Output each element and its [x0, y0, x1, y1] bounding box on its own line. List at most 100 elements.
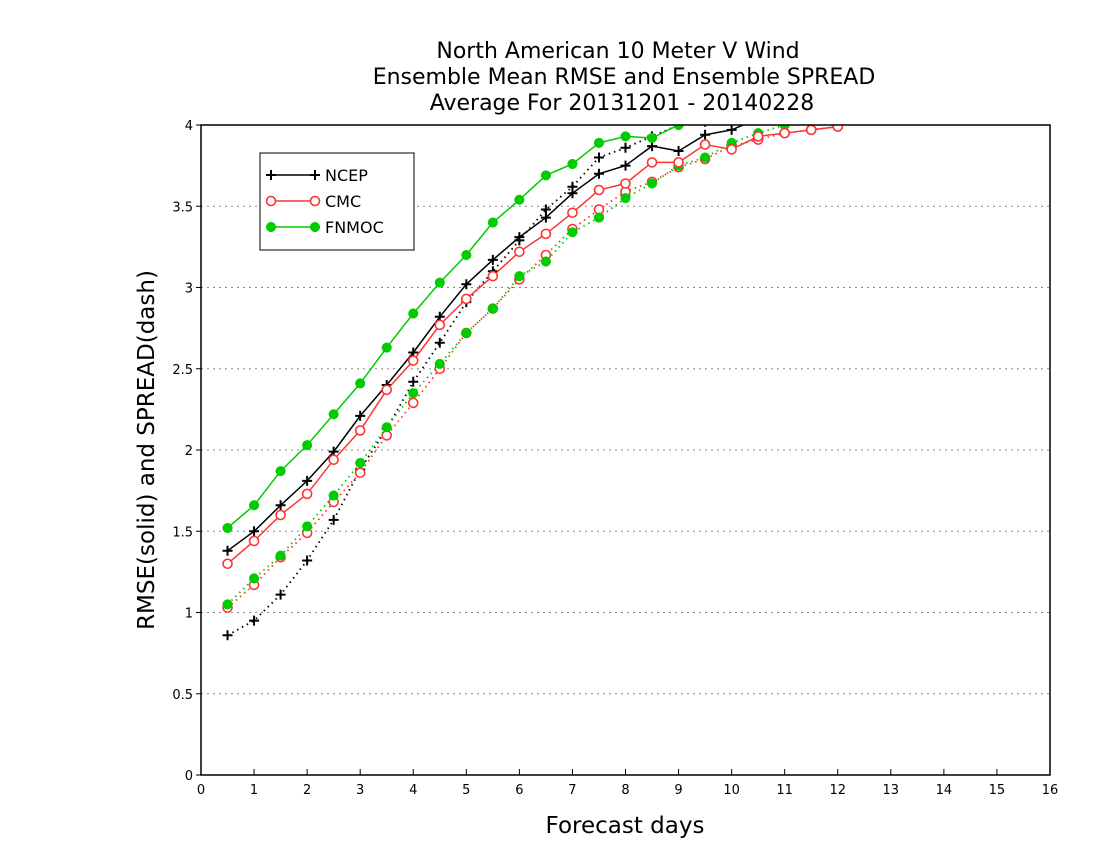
ncep-spread-point [833, 97, 843, 107]
chart-title: North American 10 Meter V Wind Ensemble … [373, 39, 876, 116]
fnmoc-spread-point [487, 303, 498, 314]
ncep-rmse-point [567, 188, 578, 199]
fnmoc-rmse-point [249, 500, 260, 511]
fnmoc-spread-point [646, 178, 658, 189]
legend-marker [309, 195, 321, 207]
cmc-rmse-point [805, 125, 817, 136]
legend-marker [265, 221, 277, 233]
y-tick-label: 3.5 [172, 200, 193, 215]
fnmoc-spread-point [514, 271, 525, 282]
ncep-rmse-point [673, 146, 684, 156]
cmc-rmse-point [248, 535, 260, 547]
fnmoc-rmse-point [328, 409, 339, 420]
cmc-rmse-point [593, 184, 605, 196]
ncep-spread-point [620, 142, 631, 153]
y-tick-label: 0 [185, 769, 193, 784]
cmc-rmse-point [752, 131, 764, 142]
y-tick-label: 4 [185, 119, 193, 134]
cmc-rmse-point [699, 139, 711, 150]
fnmoc-rmse-point [434, 277, 445, 288]
fnmoc-spread-point [328, 490, 339, 501]
cmc-rmse-point [646, 157, 658, 168]
ncep-rmse-point [540, 212, 551, 223]
x-tick-label: 8 [621, 783, 629, 798]
cmc-spread-point [407, 397, 419, 409]
cmc-spread-point [354, 467, 366, 479]
cmc-rmse-point [354, 425, 366, 436]
fnmoc-spread-point [833, 107, 843, 117]
ncep-spread-point [222, 630, 233, 641]
legend-label: CMC [325, 192, 361, 211]
ncep-rmse-point [275, 500, 286, 511]
y-tick-label: 2 [185, 444, 193, 459]
x-tick-label: 16 [1042, 783, 1059, 798]
x-tick-label: 10 [723, 783, 740, 798]
cmc-rmse-point [301, 488, 313, 500]
legend-marker [310, 170, 320, 180]
fnmoc-rmse-point [275, 466, 286, 477]
x-tick-label: 5 [462, 783, 470, 798]
ncep-rmse-point [222, 545, 233, 556]
ncep-rmse-point [620, 160, 631, 171]
fnmoc-rmse-point [646, 132, 658, 144]
fnmoc-rmse-point [673, 125, 684, 131]
fnmoc-spread-point [275, 550, 286, 561]
cmc-rmse-point [832, 125, 844, 132]
x-tick-label: 4 [409, 783, 417, 798]
cmc-rmse-point [567, 207, 578, 219]
cmc-rmse-point [434, 319, 446, 331]
cmc-rmse-point [514, 246, 525, 258]
x-tick-label: 6 [515, 783, 523, 798]
fnmoc-spread-point [355, 457, 366, 469]
y-tick-label: 0.5 [172, 688, 193, 703]
fnmoc-spread-point [540, 256, 551, 267]
fnmoc-spread-point [249, 573, 260, 584]
cmc-rmse-point [222, 558, 233, 570]
legend-marker [309, 221, 321, 233]
legend-label: FNMOC [325, 218, 384, 237]
fnmoc-rmse-point [381, 342, 392, 353]
legend-marker [265, 195, 277, 207]
x-tick-label: 13 [883, 783, 900, 798]
ncep-rmse-point [726, 125, 737, 135]
ncep-rmse-point [514, 232, 525, 243]
fnmoc-rmse-point [487, 217, 498, 228]
cmc-rmse-point [275, 509, 286, 521]
fnmoc-rmse-point [833, 94, 843, 104]
x-tick-label: 1 [250, 783, 258, 798]
ncep-spread-point [249, 615, 260, 626]
title-line: Ensemble Mean RMSE and Ensemble SPREAD [373, 65, 876, 90]
ncep-rmse-point [833, 101, 843, 111]
fnmoc-spread-point [434, 358, 445, 369]
ncep-rmse-point [487, 254, 498, 265]
x-tick-label: 3 [356, 783, 364, 798]
legend: NCEP CMC FNMOC [259, 152, 415, 251]
legend-marker [266, 170, 276, 180]
cmc-rmse-point [673, 157, 684, 168]
ncep-spread-point [593, 152, 604, 163]
cmc-rmse-point [540, 228, 552, 240]
x-tick-label: 14 [936, 783, 953, 798]
ncep-spread-point [328, 514, 339, 525]
fnmoc-spread-point [408, 388, 419, 399]
cmc-rmse-point [726, 144, 737, 155]
fnmoc-spread-point [381, 422, 392, 433]
fnmoc-rmse-point [567, 158, 578, 170]
x-tick-label: 12 [829, 783, 846, 798]
fnmoc-rmse-line [227, 125, 682, 529]
fnmoc-rmse-point [620, 131, 631, 142]
ncep-spread-point [408, 376, 419, 387]
y-axis-title: RMSE(solid) and SPREAD(dash) [134, 270, 160, 630]
cmc-rmse-point [487, 270, 499, 282]
y-tick-label: 2.5 [172, 363, 193, 378]
fnmoc-spread-point [700, 152, 711, 163]
fnmoc-rmse-point [355, 378, 366, 389]
legend-label: NCEP [325, 166, 368, 185]
fnmoc-spread-point [302, 521, 313, 532]
fnmoc-rmse-point [408, 308, 419, 319]
fnmoc-spread-point [222, 599, 233, 610]
cmc-rmse-point [461, 293, 472, 305]
fnmoc-spread-point [620, 193, 631, 204]
x-tick-label: 11 [776, 783, 793, 798]
